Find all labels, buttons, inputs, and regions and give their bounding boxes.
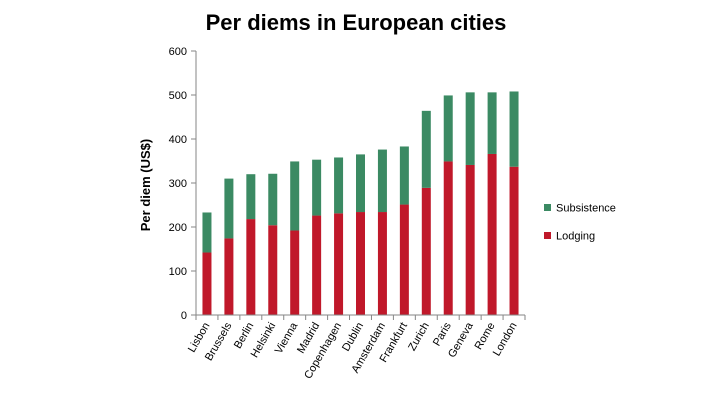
bar-lodging-frankfurt	[399, 204, 409, 315]
bar-lodging-rome	[487, 153, 497, 315]
bar-lodging-dublin	[356, 212, 365, 315]
chart-title: Per diems in European cities	[206, 10, 507, 35]
bar-subsistence-london	[509, 91, 519, 167]
bar-lodging-brussels	[224, 238, 234, 315]
legend-swatch-lodging	[544, 232, 551, 239]
category-labels: LisbonBrusselsBerlinHelsinkiViennaMadrid…	[186, 315, 526, 381]
bar-subsistence-rome	[487, 92, 497, 154]
category-label-paris: Paris	[431, 320, 454, 348]
y-tick-label: 100	[169, 266, 187, 278]
legend-label-lodging: Lodging	[556, 231, 595, 243]
bar-subsistence-berlin	[246, 174, 256, 220]
y-tick-label: 200	[169, 222, 187, 234]
bar-subsistence-paris	[443, 95, 453, 162]
bar-lodging-paris	[443, 161, 453, 315]
bar-lodging-amsterdam	[377, 212, 387, 315]
y-axis-ticks: 0 100 200 300 400 500 600	[169, 46, 196, 322]
bar-subsistence-copenhagen	[334, 157, 344, 214]
category-label-zurich: Zurich	[406, 321, 432, 353]
bar-lodging-london	[509, 166, 519, 315]
bar-lodging-lisbon	[202, 252, 212, 315]
legend-label-subsistence: Subsistence	[556, 203, 616, 215]
bar-subsistence-amsterdam	[377, 149, 387, 213]
y-axis-label: Per diem (US$)	[138, 139, 153, 231]
bar-subsistence-helsinki	[268, 173, 278, 226]
bar-lodging-zurich	[421, 187, 431, 315]
bar-lodging-vienna	[290, 230, 300, 315]
bar-subsistence-madrid	[312, 159, 322, 216]
bar-subsistence-dublin	[356, 154, 365, 213]
bar-lodging-helsinki	[268, 225, 278, 315]
bar-lodging-copenhagen	[334, 213, 344, 315]
bar-group	[202, 91, 519, 315]
bar-subsistence-geneva	[465, 92, 475, 165]
bar-lodging-geneva	[465, 164, 475, 315]
y-tick-label: 500	[169, 90, 187, 102]
bar-subsistence-zurich	[421, 110, 431, 188]
bar-lodging-madrid	[312, 215, 322, 315]
bar-subsistence-lisbon	[202, 212, 212, 253]
legend: Subsistence Lodging	[544, 203, 616, 243]
bar-subsistence-vienna	[290, 161, 300, 231]
bar-subsistence-brussels	[224, 178, 234, 239]
legend-swatch-subsistence	[544, 204, 551, 211]
y-tick-label: 0	[181, 310, 187, 322]
bar-lodging-berlin	[246, 219, 256, 315]
y-tick-label: 400	[169, 134, 187, 146]
y-tick-label: 300	[169, 178, 187, 190]
bar-subsistence-frankfurt	[399, 146, 409, 205]
y-tick-label: 600	[169, 46, 187, 58]
